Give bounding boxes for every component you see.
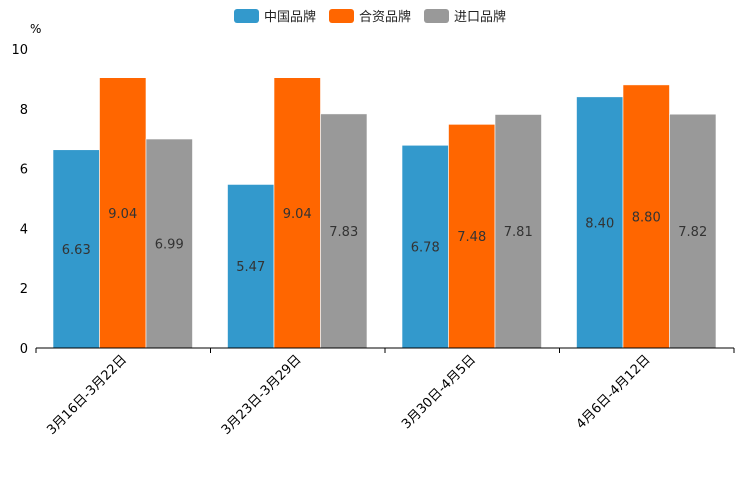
bar-value-label: 9.04 bbox=[108, 207, 137, 222]
legend-label-2[interactable]: 合资品牌 bbox=[359, 9, 411, 25]
legend-label-3[interactable]: 进口品牌 bbox=[454, 9, 506, 25]
x-axis: 3月16日-3月22日 3月23日-3月29日 3月30日-4月5日 4月6日-4月1… bbox=[35, 348, 735, 438]
bar-value-label: 7.83 bbox=[329, 225, 358, 240]
bar-value-label: 6.99 bbox=[155, 237, 184, 252]
y-tick-label: 4 bbox=[20, 222, 28, 237]
y-tick-label: 10 bbox=[11, 43, 28, 58]
y-axis: 0 2 4 6 8 10 bbox=[11, 43, 28, 357]
x-category-label: 4月6日-4月12日 bbox=[574, 352, 654, 432]
bar-value-label: 8.40 bbox=[585, 216, 614, 231]
x-category-label: 3月30日-4月5日 bbox=[399, 352, 479, 432]
bar[interactable] bbox=[320, 113, 368, 349]
legend[interactable]: 中国品牌 合资品牌 进口品牌 bbox=[234, 9, 506, 25]
bar-value-label: 9.04 bbox=[283, 207, 312, 222]
bar[interactable] bbox=[99, 77, 147, 349]
bar[interactable] bbox=[145, 138, 193, 349]
y-axis-unit-label: % bbox=[30, 22, 41, 36]
bar-value-label: 7.48 bbox=[457, 230, 486, 245]
bar-value-label: 8.80 bbox=[632, 210, 661, 225]
x-category-label: 3月16日-3月22日 bbox=[44, 352, 130, 438]
y-tick-label: 2 bbox=[20, 282, 28, 297]
bar-value-label: 7.82 bbox=[678, 225, 707, 240]
bar-value-label: 5.47 bbox=[236, 260, 265, 275]
y-tick-label: 8 bbox=[20, 103, 28, 118]
bar-value-label: 6.63 bbox=[62, 243, 91, 258]
bar[interactable] bbox=[52, 149, 100, 349]
legend-swatch-1[interactable] bbox=[234, 9, 259, 23]
bar[interactable] bbox=[669, 113, 717, 349]
x-category-label: 3月23日-3月29日 bbox=[219, 352, 305, 438]
y-tick-label: 6 bbox=[20, 163, 28, 178]
legend-label-1[interactable]: 中国品牌 bbox=[264, 9, 316, 25]
bars-group: 6.63 9.04 6.99 5.47 9.04 7.83 6.78 7.48 7.81 8.40… bbox=[52, 77, 717, 349]
legend-swatch-2[interactable] bbox=[329, 9, 354, 23]
bar[interactable] bbox=[273, 77, 321, 349]
bar-value-label: 6.78 bbox=[411, 241, 440, 256]
legend-swatch-3[interactable] bbox=[424, 9, 449, 23]
bar-value-label: 7.81 bbox=[504, 225, 533, 240]
bar[interactable] bbox=[448, 124, 496, 349]
y-tick-label: 0 bbox=[20, 342, 28, 357]
bar[interactable] bbox=[227, 184, 275, 349]
bar[interactable] bbox=[576, 96, 624, 349]
